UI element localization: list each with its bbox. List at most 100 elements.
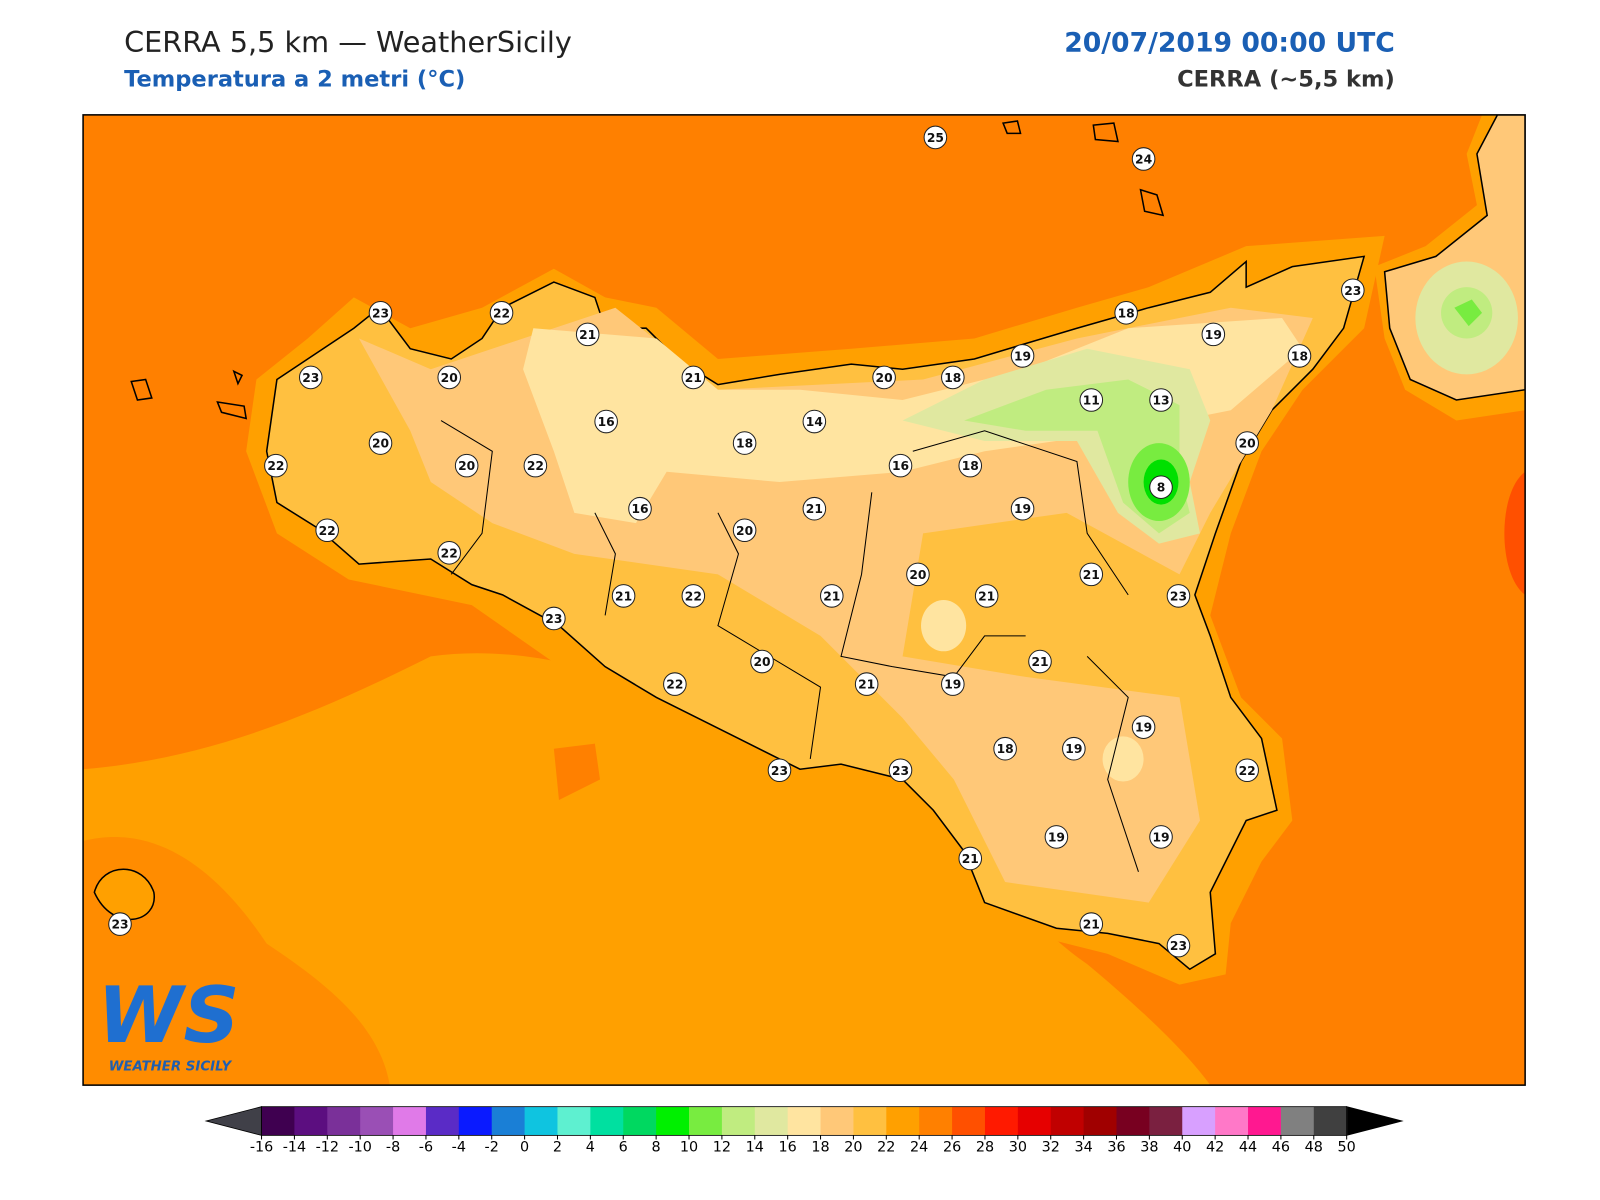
station-marker [368,301,393,325]
station-marker [681,365,706,390]
station-value: 23 [892,764,909,778]
station-marker [906,562,930,587]
station-marker [888,758,913,783]
colorbar-swatch [458,1106,493,1136]
station-marker [819,584,844,608]
colorbar-swatch [294,1106,328,1136]
station-value: 19 [1152,830,1169,844]
colorbar-swatch [1116,1106,1150,1136]
colorbar-swatch [261,1106,295,1136]
station-marker [628,496,652,521]
station-marker [298,365,323,390]
colorbar-tick-label: 50 [1338,1140,1356,1156]
colorbar-tick-label: 14 [746,1140,764,1156]
station-marker [750,649,774,674]
station-marker [437,541,462,565]
station-value: 18 [1118,306,1135,320]
aeolian-islands [1001,120,1165,217]
station-value: 22 [319,524,336,538]
station-value: 19 [1048,830,1065,844]
colorbar-tick-label: 30 [1009,1140,1027,1156]
colorbar-swatch [1050,1106,1085,1136]
map-frame [82,114,1526,1086]
station-marker [767,758,792,783]
colorbar-swatch [590,1106,624,1136]
station-marker [1149,388,1173,412]
station-value: 20 [441,371,458,385]
station-marker [941,672,965,696]
station-value: 16 [892,459,909,473]
station-marker [594,409,618,434]
station-marker [1166,584,1191,608]
station-marker [1131,147,1156,171]
sea-patch [553,743,600,800]
colorbar-swatch [853,1106,887,1136]
station-value: 21 [962,852,979,866]
station-marker [974,584,999,608]
colorbar-tick-label: -2 [485,1140,499,1156]
station-value: 19 [1065,742,1082,756]
station-marker [1235,758,1259,783]
colorbar-tick-label: 8 [652,1140,661,1156]
colorbar-swatch [1280,1106,1315,1136]
station-marker [923,125,948,150]
station-value: 14 [806,415,823,429]
colorbar-tick-label: 2 [553,1140,562,1156]
station-value: 21 [1083,568,1100,582]
sea-warm [1504,471,1526,595]
colorbar-tick-label: 18 [811,1140,829,1156]
model: CERRA (~5,5 km) [1177,67,1395,93]
subtitle: Temperatura a 2 metri (°C) [124,67,465,93]
station-marker [1079,388,1104,412]
station-value: 11 [1083,394,1100,408]
logo-mark: WS [97,971,239,1061]
station-value: 20 [372,437,389,451]
station-value: 19 [1014,502,1031,516]
station-value: 16 [631,502,648,516]
station-marker [941,365,965,390]
station-marker [1149,825,1173,849]
logo-name: WEATHER SICILY [109,1060,233,1075]
colorbar: -16 -14 -12 -10 -8 -6 -4 -2 0 2 4 6 8 10 12 14 16 18 20 22 2… [204,1106,1404,1156]
station-marker [854,672,879,696]
station-marker [958,846,983,871]
colorbar-tick-label: 48 [1305,1140,1323,1156]
station-marker [663,672,687,696]
station-marker [802,409,827,434]
sea-south [83,653,1211,1086]
station-value: 24 [1135,153,1152,167]
colorbar-swatch [984,1106,1019,1136]
station-value: 13 [1152,394,1169,408]
colorbar-tick-label: -14 [283,1140,306,1156]
station-value: 21 [978,589,995,603]
station-marker [1235,431,1259,455]
station-value: 21 [806,502,823,516]
colorbar-border [261,1106,1348,1136]
station-value: 22 [267,459,284,473]
station-marker [1287,344,1312,368]
title: CERRA 5,5 km — WeatherSicily [124,25,572,59]
colorbar-swatch [1215,1106,1249,1136]
station-value: 23 [1344,284,1361,298]
colorbar-swatch [820,1106,854,1136]
station-value: 21 [579,328,596,342]
colorbar-tick-label: 42 [1206,1140,1224,1156]
colorbar-tick-label: 6 [619,1140,628,1156]
colorbar-tick-label: 44 [1239,1140,1257,1156]
colorbar-tick-label: 24 [910,1140,928,1156]
colorbar-tick-label: -6 [419,1140,433,1156]
colorbar-tick-label: 4 [586,1140,595,1156]
colorbar-tick-label: 0 [520,1140,529,1156]
station-value: 18 [997,742,1014,756]
colorbar-tick-label: 46 [1272,1140,1290,1156]
colorbar-swatch [656,1106,690,1136]
station-marker [958,453,983,478]
station-marker [542,606,566,631]
province-borders [440,420,1139,872]
colorbar-swatch [952,1106,986,1136]
logo: WS WEATHER SICILY [97,971,239,1075]
station-marker [437,365,462,390]
station-value: 23 [111,918,128,932]
station-marker [1010,496,1035,521]
